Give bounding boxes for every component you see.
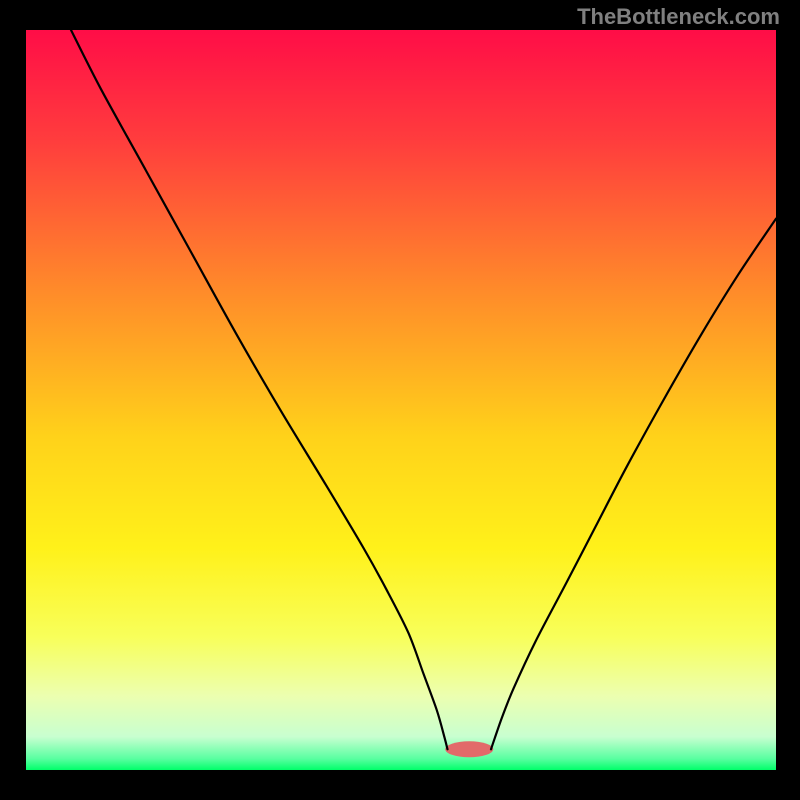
valley-marker: [445, 741, 493, 757]
curve-right: [491, 219, 776, 750]
curves-layer: [0, 0, 800, 800]
watermark-text: TheBottleneck.com: [577, 4, 780, 30]
chart-container: TheBottleneck.com: [0, 0, 800, 800]
curve-left: [71, 30, 448, 749]
